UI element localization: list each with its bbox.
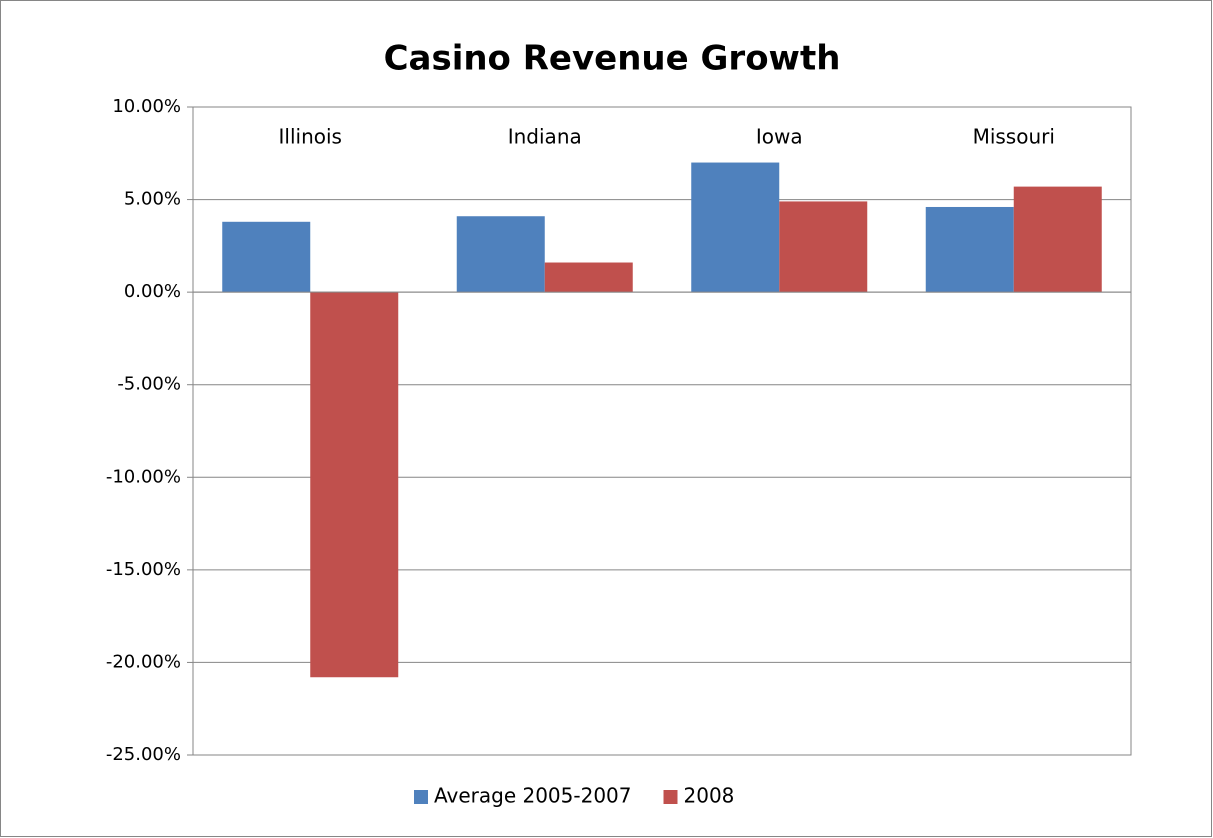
- y-tick-label: 0.00%: [124, 281, 181, 302]
- y-tick-label: 10.00%: [112, 96, 181, 117]
- bar: [1013, 186, 1102, 293]
- category-label: Illinois: [279, 125, 342, 149]
- chart-title: Casino Revenue Growth: [384, 39, 841, 79]
- bar: [456, 216, 545, 293]
- category-label: Indiana: [508, 125, 582, 149]
- y-tick-label: -10.00%: [106, 466, 181, 487]
- bar: [544, 262, 633, 293]
- category-label: Iowa: [756, 125, 803, 149]
- y-tick-label: 5.00%: [124, 189, 181, 210]
- bar: [691, 162, 780, 293]
- y-tick-label: -20.00%: [106, 651, 181, 672]
- category-label: Missouri: [973, 125, 1055, 149]
- legend-label: Average 2005-2007: [434, 784, 632, 808]
- bar: [779, 201, 868, 293]
- y-tick-label: -25.00%: [106, 744, 181, 765]
- bar: [222, 221, 311, 293]
- bar: [310, 292, 399, 678]
- y-tick-label: -5.00%: [117, 374, 181, 395]
- bar: [925, 206, 1014, 293]
- plot-area: [192, 106, 1132, 756]
- y-tick-label: -15.00%: [106, 559, 181, 580]
- legend-label: 2008: [684, 784, 735, 808]
- legend-swatch: [414, 790, 428, 804]
- legend-swatch: [663, 790, 678, 804]
